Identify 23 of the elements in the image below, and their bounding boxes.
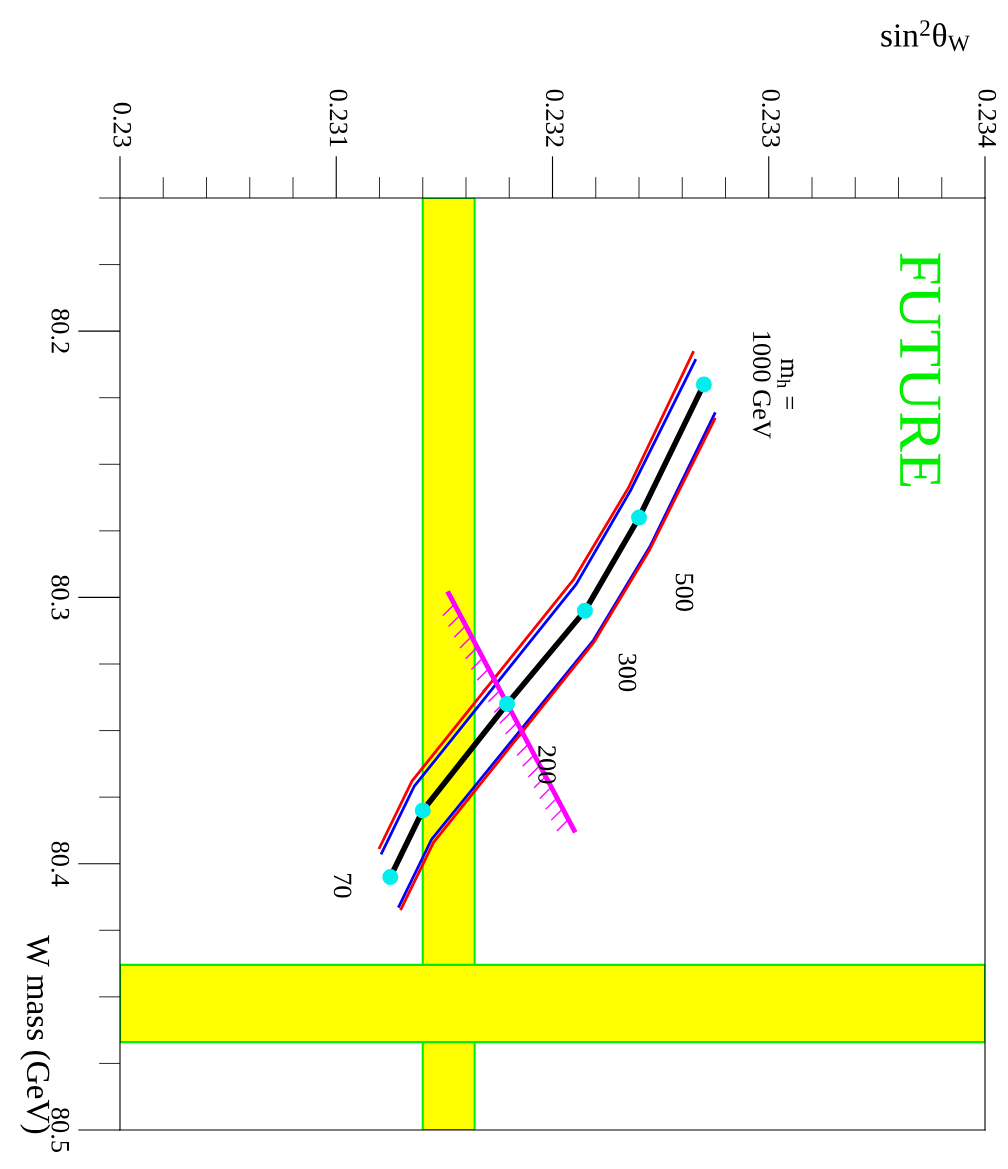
annotation: 70: [333, 873, 352, 898]
y-tick-label: 80.2: [51, 309, 70, 353]
annotation: 300: [618, 653, 637, 692]
y-tick-label: 80.5: [51, 1107, 70, 1153]
point: [695, 376, 712, 393]
annotation: 500: [675, 573, 694, 612]
annotation: m$_{h}$ = 1000 GeV: [752, 332, 794, 439]
y-axis-title: W mass (GeV): [20, 935, 51, 1134]
point: [576, 602, 593, 619]
point: [499, 695, 516, 712]
x-tick-label: 0.233: [762, 89, 780, 147]
annotation: FUTURE: [899, 253, 941, 487]
x-tick-label: 0.231: [329, 89, 348, 147]
x-tick-label: 0.232: [545, 89, 564, 147]
x-tick-label: 0.234: [978, 89, 997, 148]
point: [382, 869, 399, 886]
point: [631, 509, 647, 526]
y-tick-label: 80.4: [51, 841, 70, 887]
annotation: 200: [538, 746, 556, 784]
point: [414, 802, 431, 819]
y-tick-label: 80.3: [51, 575, 70, 620]
x-tick-label: 0.23: [113, 102, 132, 147]
x-axis-title: sin$^{2}$θ$_{W}$: [881, 20, 970, 52]
